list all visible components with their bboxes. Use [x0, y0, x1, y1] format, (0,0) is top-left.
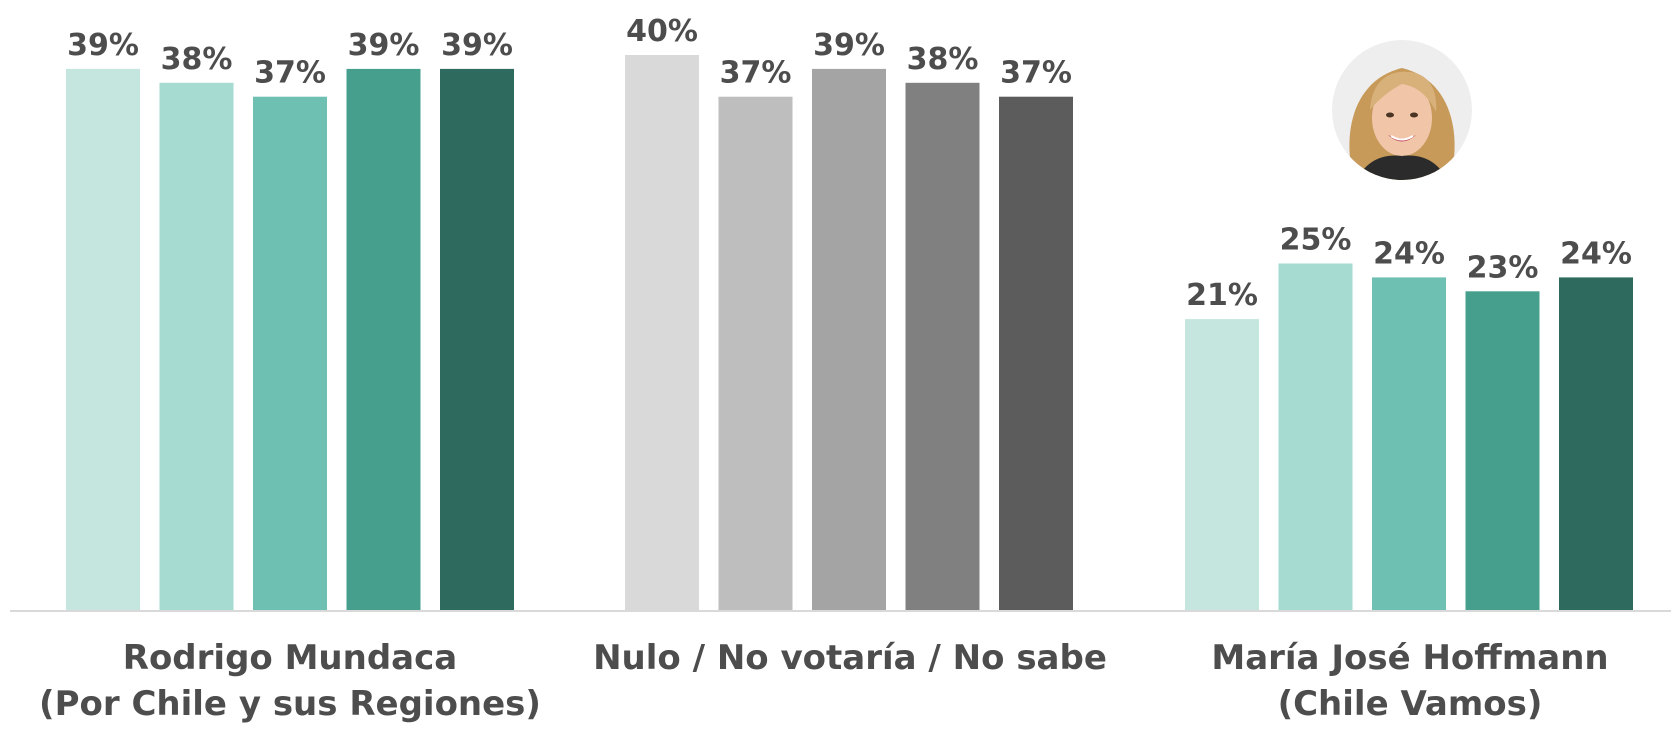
- category-label-line: María José Hoffmann: [1211, 638, 1609, 678]
- value-labels-layer: 39% 38% 37% 39% 39% 40% 37% 39% 38% 37% 21% 25% 24% 2…: [67, 14, 1632, 313]
- category-label-group-1: Rodrigo Mundaca (Por Chile y sus Regione…: [20, 635, 560, 727]
- value-label-group-2-item-1: 40%: [626, 14, 698, 49]
- value-label-group-2-item-2: 37%: [720, 56, 792, 91]
- bar-group-2-item-5: [999, 96, 1073, 611]
- value-label-group-1-item-2: 38%: [161, 42, 233, 77]
- bar-group-2-item-3: [812, 68, 886, 611]
- value-label-group-1-item-1: 39%: [67, 28, 139, 63]
- value-label-group-3-item-3: 24%: [1373, 236, 1445, 271]
- bar-group-3-item-5: [1559, 277, 1633, 611]
- value-label-group-2-item-3: 39%: [813, 28, 885, 63]
- value-label-group-2-item-5: 37%: [1000, 56, 1072, 91]
- bar-group-1-item-3: [253, 96, 327, 611]
- category-label-line: (Por Chile y sus Regiones): [39, 684, 541, 724]
- bar-group-2-item-4: [905, 82, 980, 612]
- category-label-group-2: Nulo / No votaría / No sabe: [575, 635, 1125, 681]
- value-label-group-2-item-4: 38%: [907, 42, 979, 77]
- bar-group-1-item-2: [159, 82, 234, 612]
- value-label-group-1-item-5: 39%: [441, 28, 513, 63]
- bar-group-1-item-4: [346, 68, 421, 611]
- value-label-group-3-item-5: 24%: [1560, 236, 1632, 271]
- value-label-group-3-item-1: 21%: [1186, 278, 1258, 313]
- bar-group-3-item-1: [1185, 319, 1259, 611]
- candidate-photo-icon: [1332, 40, 1472, 180]
- bars-layer: [66, 55, 1633, 612]
- category-label-line: Nulo / No votaría / No sabe: [593, 638, 1107, 678]
- bar-group-3-item-4: [1465, 291, 1540, 611]
- bar-group-2-item-2: [718, 96, 793, 611]
- bar-group-3-item-3: [1372, 277, 1446, 611]
- category-label-line: (Chile Vamos): [1277, 684, 1543, 724]
- bar-group-3-item-2: [1278, 263, 1353, 611]
- category-label-line: Rodrigo Mundaca: [122, 638, 458, 678]
- category-label-group-3: María José Hoffmann (Chile Vamos): [1150, 635, 1670, 727]
- value-label-group-1-item-3: 37%: [254, 56, 326, 91]
- value-label-group-1-item-4: 39%: [348, 28, 420, 63]
- value-label-group-3-item-4: 23%: [1467, 250, 1539, 285]
- bar-group-2-item-1: [625, 55, 699, 611]
- bar-group-1-item-1: [66, 68, 140, 611]
- bar-group-1-item-5: [440, 68, 514, 611]
- value-label-group-3-item-2: 25%: [1280, 223, 1352, 258]
